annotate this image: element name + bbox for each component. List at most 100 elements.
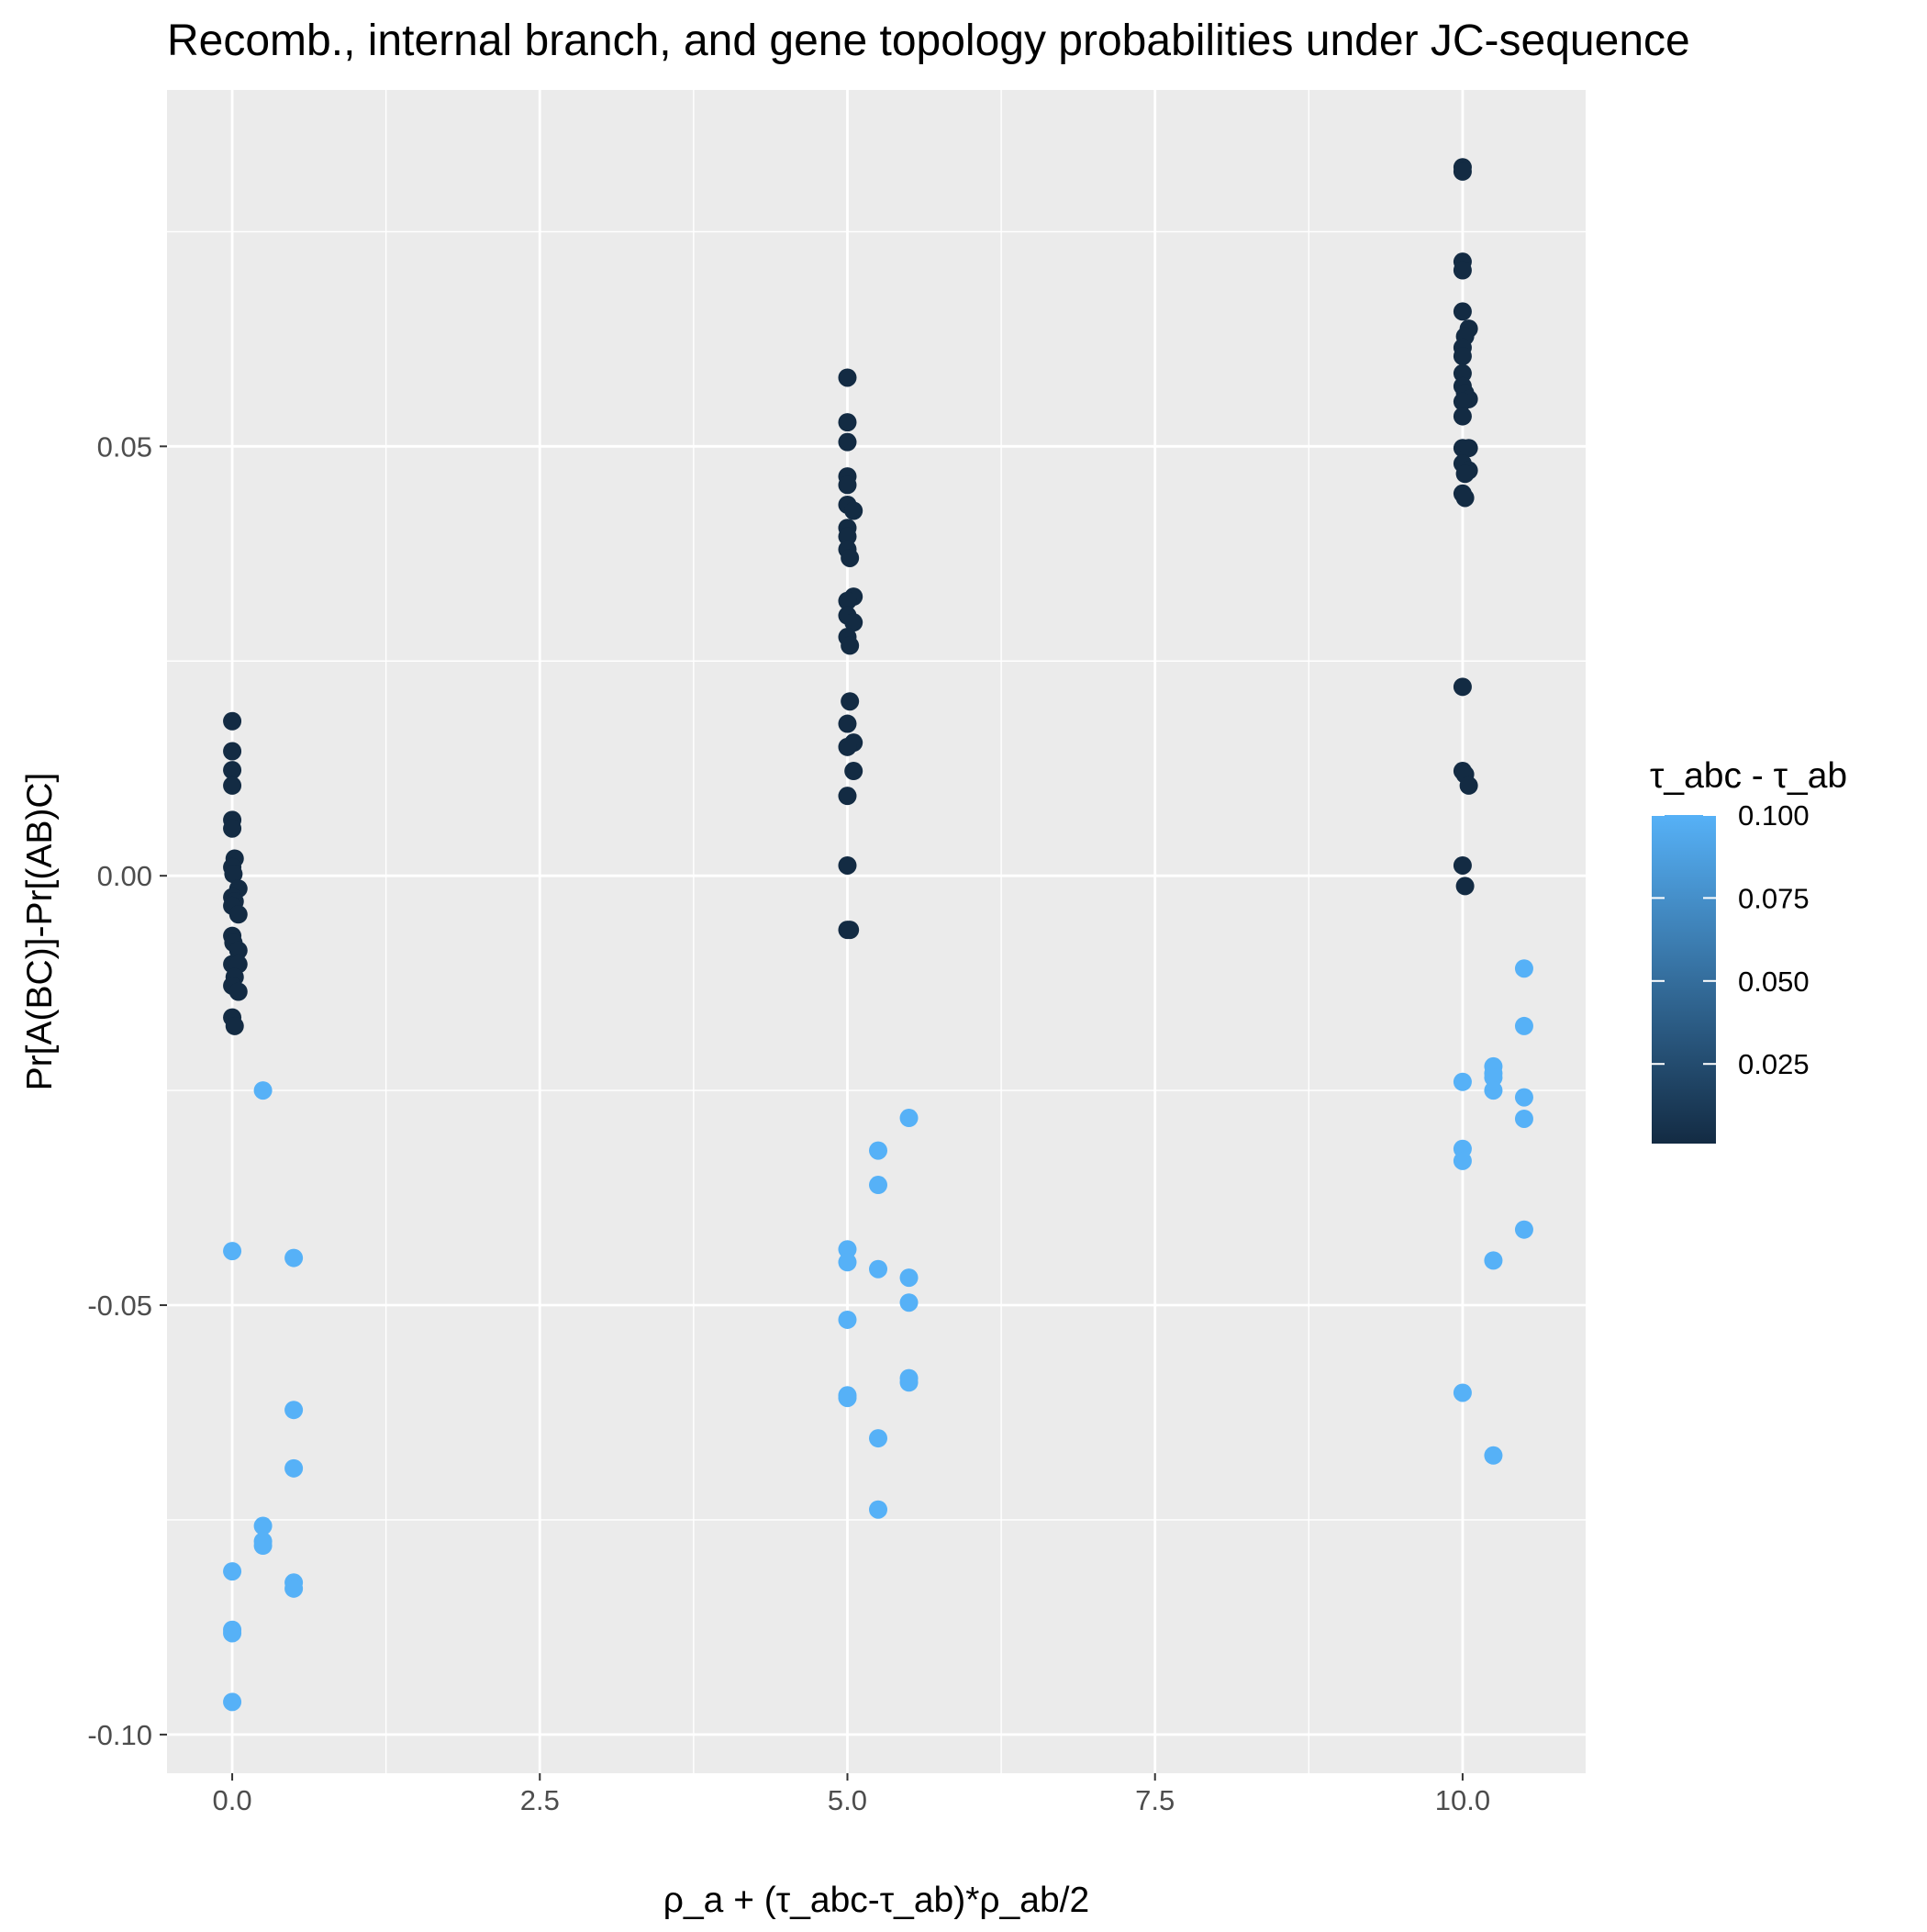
legend-tick-label: 0.075 [1738, 882, 1810, 914]
data-point [225, 1016, 244, 1035]
data-point [1453, 347, 1472, 366]
data-point [228, 905, 248, 924]
data-point [838, 714, 857, 733]
data-point [838, 855, 857, 875]
data-point [1455, 488, 1475, 508]
data-point [1453, 261, 1472, 280]
data-point [838, 475, 857, 495]
data-point [838, 1240, 857, 1259]
data-point [838, 737, 857, 756]
data-point [223, 776, 242, 795]
data-point [223, 1692, 242, 1712]
data-point [253, 1536, 273, 1556]
data-point [899, 1293, 919, 1312]
data-point [869, 1259, 888, 1279]
data-point [838, 413, 857, 432]
data-point [899, 1373, 919, 1392]
y-tick-label: -0.05 [87, 1290, 152, 1322]
data-point [223, 761, 242, 780]
data-point [1453, 677, 1472, 697]
data-point [899, 1268, 919, 1288]
data-point [1514, 1016, 1533, 1035]
data-point [1459, 439, 1478, 458]
data-point [1514, 1220, 1533, 1239]
data-point [1514, 1088, 1533, 1107]
data-point [1453, 1151, 1472, 1170]
axes: 0.0 2.5 5.0 7.5 10.0 -0.10 -0.05 0.00 0.05 [87, 430, 1490, 1816]
data-point [841, 692, 860, 711]
data-point [223, 1242, 242, 1261]
data-point [1453, 302, 1472, 321]
x-tick-label: 5.0 [828, 1784, 867, 1816]
data-point [1453, 363, 1472, 383]
y-tick-label: 0.05 [97, 430, 152, 463]
data-point [223, 742, 242, 761]
legend-tick-label: 0.050 [1738, 966, 1810, 998]
data-point [844, 613, 863, 632]
data-points [223, 158, 1533, 1712]
data-point [1459, 776, 1478, 795]
y-axis-title: Pr[A(BC)]-Pr[(AB)C] [20, 773, 60, 1091]
data-point [1453, 1383, 1472, 1402]
data-point [1484, 1068, 1503, 1088]
data-point [1514, 959, 1533, 978]
data-point [838, 432, 857, 452]
data-point [838, 787, 857, 806]
data-point [1455, 877, 1475, 896]
data-point [223, 819, 242, 838]
plot-panel [167, 90, 1586, 1773]
data-point [284, 1458, 304, 1478]
data-point [1453, 392, 1472, 411]
data-point [1453, 407, 1472, 426]
data-point [1453, 162, 1472, 181]
legend-tick-label: 0.025 [1738, 1048, 1810, 1080]
data-point [899, 1109, 919, 1128]
data-point [841, 548, 860, 567]
y-tick-label: 0.00 [97, 860, 152, 892]
color-legend: τ_abc - τ_ab 0.100 0.075 0.050 0.025 [1650, 756, 1847, 1144]
x-tick-label: 0.0 [213, 1784, 252, 1816]
data-point [1514, 1109, 1533, 1128]
data-point [869, 1500, 888, 1519]
legend-tick-label: 0.100 [1738, 799, 1810, 832]
data-point [284, 1401, 304, 1420]
data-point [838, 368, 857, 387]
data-point [223, 711, 242, 731]
data-point [869, 1429, 888, 1448]
data-point [228, 941, 248, 960]
data-point [841, 636, 860, 655]
data-point [869, 1141, 888, 1160]
data-point [1455, 464, 1475, 484]
data-point [844, 501, 863, 520]
data-point [284, 1579, 304, 1598]
data-point [1484, 1446, 1503, 1465]
x-tick-label: 7.5 [1135, 1784, 1175, 1816]
data-point [223, 1562, 242, 1581]
y-tick-label: -0.10 [87, 1719, 152, 1751]
data-point [1484, 1081, 1503, 1100]
data-point [1484, 1251, 1503, 1270]
data-point [838, 1389, 857, 1408]
data-point [869, 1176, 888, 1195]
data-point [841, 921, 860, 940]
data-point [1453, 1072, 1472, 1091]
x-axis-title: ρ_a + (τ_abc-τ_ab)*ρ_ab/2 [663, 1881, 1089, 1920]
x-tick-label: 10.0 [1435, 1784, 1490, 1816]
legend-ticks: 0.100 0.075 0.050 0.025 [1652, 799, 1810, 1080]
data-point [253, 1516, 273, 1536]
data-point [838, 527, 857, 546]
data-point [224, 865, 243, 884]
legend-title: τ_abc - τ_ab [1650, 756, 1847, 796]
data-point [228, 982, 248, 1001]
data-point [838, 591, 857, 610]
x-tick-label: 2.5 [520, 1784, 560, 1816]
data-point [253, 1081, 273, 1100]
data-point [1453, 855, 1472, 875]
chart-title: Recomb., internal branch, and gene topol… [167, 17, 1690, 65]
data-point [838, 1310, 857, 1329]
data-point [844, 762, 863, 781]
legend-colorbar [1652, 815, 1716, 1144]
data-point [223, 1624, 242, 1643]
